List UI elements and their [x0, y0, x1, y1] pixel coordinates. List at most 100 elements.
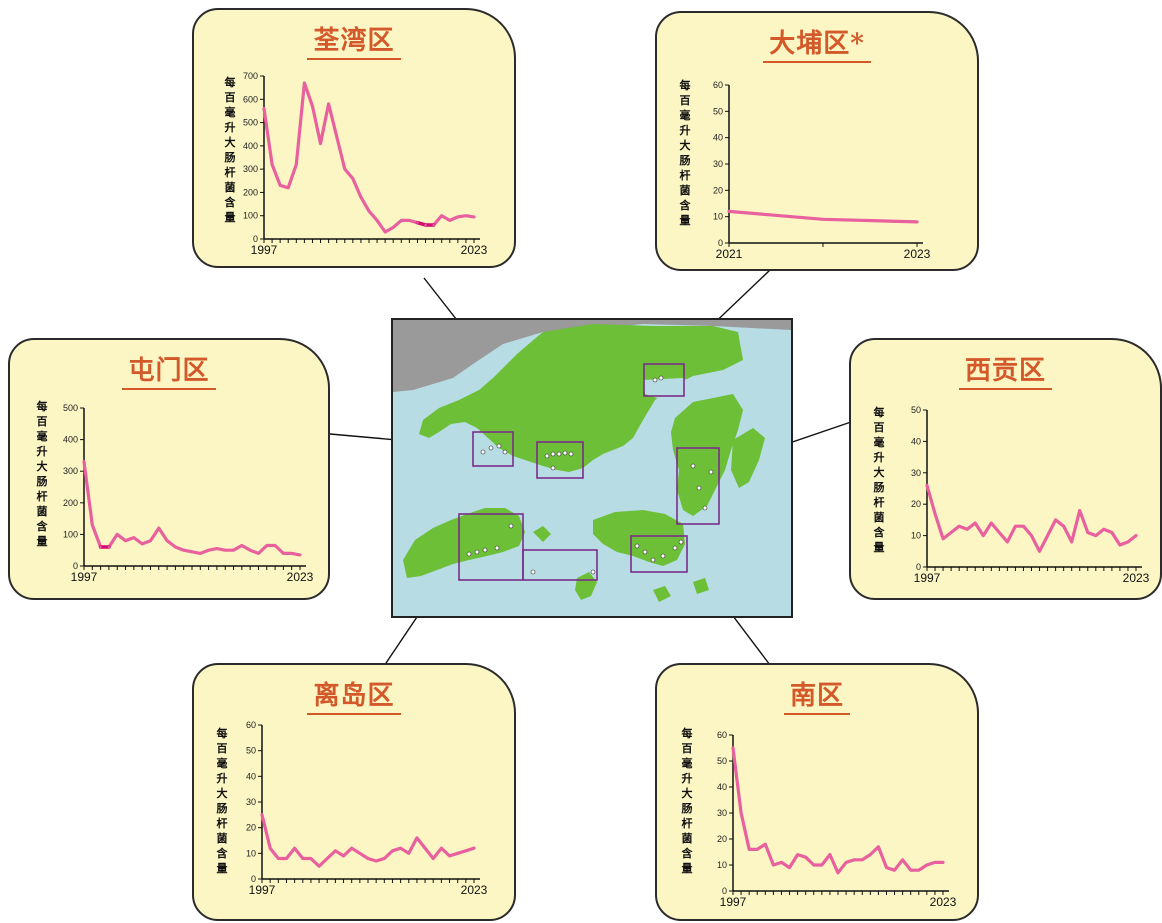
data-point	[949, 531, 953, 534]
y-tick-label: 50	[713, 106, 723, 116]
panel-title: 西贡区	[851, 350, 1160, 390]
data-point	[327, 102, 330, 106]
data-point	[309, 857, 313, 860]
chart-sai-kung: 0 10 20 30 40 50 1997 2023	[911, 405, 1150, 585]
region-box-sai-kung	[676, 447, 720, 525]
panel-tuen-mun: 屯门区 每百毫升大肠杆菌含量 0 100 200 300 400 500 1997 2023	[8, 338, 330, 600]
chart-islands: 0 10 20 30 40 50 60 1997 2023	[246, 720, 488, 897]
data-point	[99, 545, 102, 549]
data-point	[334, 849, 337, 852]
y-tick-label: 0	[251, 874, 256, 884]
data-point	[821, 218, 825, 221]
y-tick-label: 400	[243, 141, 258, 151]
panel-title: 大埔区*	[657, 23, 977, 63]
hong-kong-island	[593, 510, 685, 566]
data-point	[982, 534, 985, 537]
series-line	[925, 483, 1138, 553]
data-point	[278, 184, 282, 187]
series-line	[82, 460, 302, 557]
data-point	[1134, 534, 1138, 537]
data-point	[1086, 531, 1089, 534]
data-point	[423, 847, 427, 850]
y-tick-label: 700	[243, 71, 258, 81]
y-tick-label: 60	[246, 720, 256, 730]
x-tick-label: 2023	[930, 895, 957, 909]
small-island	[693, 578, 709, 594]
y-tick-label: 0	[718, 238, 723, 248]
data-point	[877, 845, 880, 848]
data-point	[472, 215, 476, 219]
region-box-islands	[458, 513, 524, 581]
data-point	[290, 552, 293, 555]
data-point	[359, 195, 363, 199]
data-point	[772, 863, 775, 867]
y-axis-label: 每百毫升大肠杆菌含量	[216, 728, 228, 875]
x-tick-label: 1997	[914, 571, 941, 585]
y-tick-label: 500	[63, 403, 78, 413]
data-point	[293, 847, 296, 850]
data-point	[1006, 540, 1009, 544]
panel-southern: 南区 每百毫升大肠杆菌含量 0 10 20 30 40 50 60 1997 2023	[655, 663, 979, 921]
data-point	[415, 836, 419, 840]
small-island	[653, 586, 671, 602]
x-tick-label: 2023	[461, 243, 488, 257]
new-territories-land	[419, 324, 743, 472]
data-point	[343, 167, 346, 171]
data-point	[432, 857, 435, 860]
data-point	[852, 858, 856, 861]
data-point	[464, 849, 468, 852]
chart-tsuen-wan: 0 100 200 300 400 500 600 700 1997 2023	[243, 71, 488, 257]
y-tick-label: 400	[63, 435, 78, 445]
data-point	[399, 847, 402, 850]
y-tick-label: 10	[911, 531, 921, 541]
data-point	[319, 142, 322, 145]
y-tick-label: 100	[243, 211, 258, 221]
data-point	[277, 857, 280, 860]
tolo-harbour	[643, 378, 703, 400]
data-point	[262, 107, 266, 110]
data-point	[448, 854, 451, 858]
data-point	[116, 533, 119, 536]
data-point	[915, 220, 919, 224]
data-point	[273, 544, 277, 547]
panel-title: 离岛区	[194, 675, 514, 715]
data-point	[1030, 534, 1033, 537]
lamma-island	[575, 572, 597, 600]
data-point	[207, 549, 210, 552]
panel-sai-kung: 西贡区 每百毫升大肠杆菌含量 0 10 20 30 40 50 1997 2023	[849, 338, 1162, 600]
y-axis-label: 每百毫升大肠杆菌含量	[679, 80, 691, 227]
x-tick-label: 2021	[716, 247, 743, 261]
sai-kung-islands	[731, 428, 765, 488]
data-point	[416, 221, 419, 224]
data-point	[893, 869, 896, 872]
y-tick-label: 40	[713, 133, 723, 143]
y-tick-label: 20	[713, 185, 723, 195]
data-point	[974, 521, 977, 525]
chart-southern: 0 10 20 30 40 50 60 1997 2023	[717, 730, 957, 909]
y-tick-label: 10	[713, 212, 723, 222]
data-point	[215, 547, 219, 550]
y-axis-label: 每百毫升大肠杆菌含量	[224, 77, 236, 224]
data-point	[367, 209, 371, 213]
data-point	[1062, 524, 1065, 528]
panel-tai-po: 大埔区* 每百毫升大肠杆菌含量 0 10 20 30 40 50 60 2021 2023	[655, 11, 979, 271]
chart-tai-po: 0 10 20 30 40 50 60 2021 2023	[713, 80, 931, 261]
data-point	[739, 811, 743, 815]
panel-tsuen-wan: 荃湾区 每百毫升大肠杆菌含量 0 100 200 300 400 500 600 700 199…	[192, 8, 516, 268]
data-point	[1126, 540, 1130, 544]
data-point	[933, 861, 937, 864]
data-point	[861, 858, 864, 861]
y-axis-label: 每百毫升大肠杆菌含量	[36, 401, 48, 548]
y-tick-label: 40	[246, 771, 256, 781]
y-tick-label: 10	[717, 860, 727, 870]
data-point	[82, 460, 86, 463]
data-point	[933, 512, 937, 515]
data-point	[383, 857, 386, 860]
y-tick-label: 200	[63, 498, 78, 508]
data-point	[1022, 524, 1025, 528]
data-point	[804, 856, 807, 859]
panel-title: 荃湾区	[194, 20, 514, 60]
data-point	[1046, 534, 1049, 537]
series-line	[262, 81, 476, 234]
y-tick-label: 300	[63, 466, 78, 476]
